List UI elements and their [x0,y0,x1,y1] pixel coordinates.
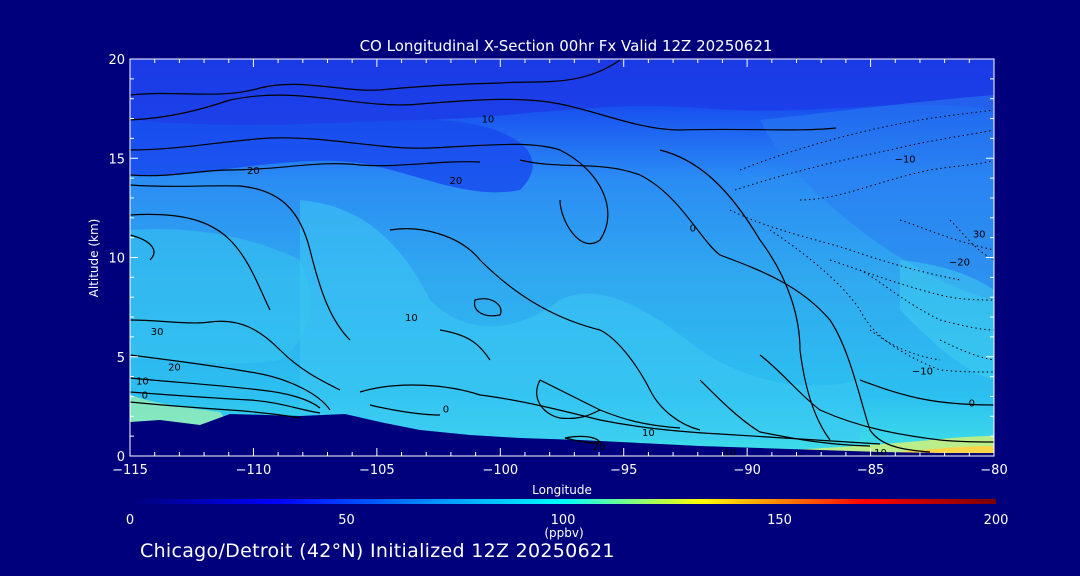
x-tick-label: −85 [857,463,884,478]
contour-label: 0 [690,224,696,235]
chart-title: CO Longitudinal X-Section 00hr Fx Valid … [360,37,773,55]
footer-caption: Chicago/Detroit (42°N) Initialized 12Z 2… [140,540,615,562]
contour-label: 0 [443,404,449,415]
x-tick-label: −100 [482,463,518,478]
contour-label: 30 [973,230,986,241]
contour-label: 10 [405,313,418,324]
x-tick-label: −95 [610,463,637,478]
co-region-east-upper [760,95,994,300]
x-tick-label: −80 [980,463,1007,478]
plot-field: 10 20 20 0 −10 30 −20 10 30 20 10 0 0 10 20 −10 0 10 10 [130,59,994,459]
colorbar-units: (ppbv) [544,526,583,540]
contour-label: −10 [912,367,933,378]
contour-label: 10 [482,115,495,126]
contour-label: 0 [142,390,148,401]
contour-labels: 10 20 20 0 −10 30 −20 10 30 20 10 0 0 10 20 −10 0 10 10 [136,115,986,459]
contour-label: 10 [642,428,655,439]
y-axis-label: Altitude (km) [87,219,101,298]
contour-label: 10 [723,448,736,459]
terrain [130,414,994,456]
contour-label: −20 [949,257,970,268]
co-region-mid-east [300,200,860,440]
contour-label: 20 [168,363,181,374]
y-tick-label: 15 [108,152,125,167]
y-tick-label: 20 [108,53,125,68]
x-axis-label: Longitude [532,483,592,497]
contour-label: −10 [895,154,916,165]
y-tick-label: 10 [108,252,125,267]
co-surface-west [130,395,230,428]
x-tick-label: −115 [112,463,148,478]
colorbar-tick-label: 0 [126,513,134,528]
co-region-east-low [900,260,994,380]
contour-label: 0 [969,398,975,409]
x-tick-label: −90 [733,463,760,478]
colorbar-tick-label: 200 [984,513,1009,528]
contour-label: 10 [874,448,887,459]
x-tick-label: −105 [359,463,395,478]
x-tick-label: −110 [236,463,272,478]
co-region-upper [130,59,994,125]
x-axis: −115 −110 −105 −100 −95 −90 −85 −80 [112,59,1008,478]
colorbar-tick-label: 50 [338,513,355,528]
contour-label: 20 [449,176,462,187]
contour-label: 30 [151,327,164,338]
colorbar-tick-label: 100 [551,513,576,528]
contour-label: 20 [247,166,260,177]
co-region-mid-west [130,229,311,364]
colorbar-tick-label: 150 [767,513,792,528]
colorbar-ticks: 0 50 100 150 200 [126,513,1009,528]
y-tick-label: 5 [117,351,125,366]
contour-lines-solid [130,59,994,453]
colorbar [130,499,996,504]
contour-label: 20 [593,442,606,453]
y-tick-label: 0 [117,450,125,465]
co-region-upper-west [130,119,533,193]
contour-label: 10 [136,377,149,388]
y-axis: 0 5 10 15 20 [108,53,994,465]
